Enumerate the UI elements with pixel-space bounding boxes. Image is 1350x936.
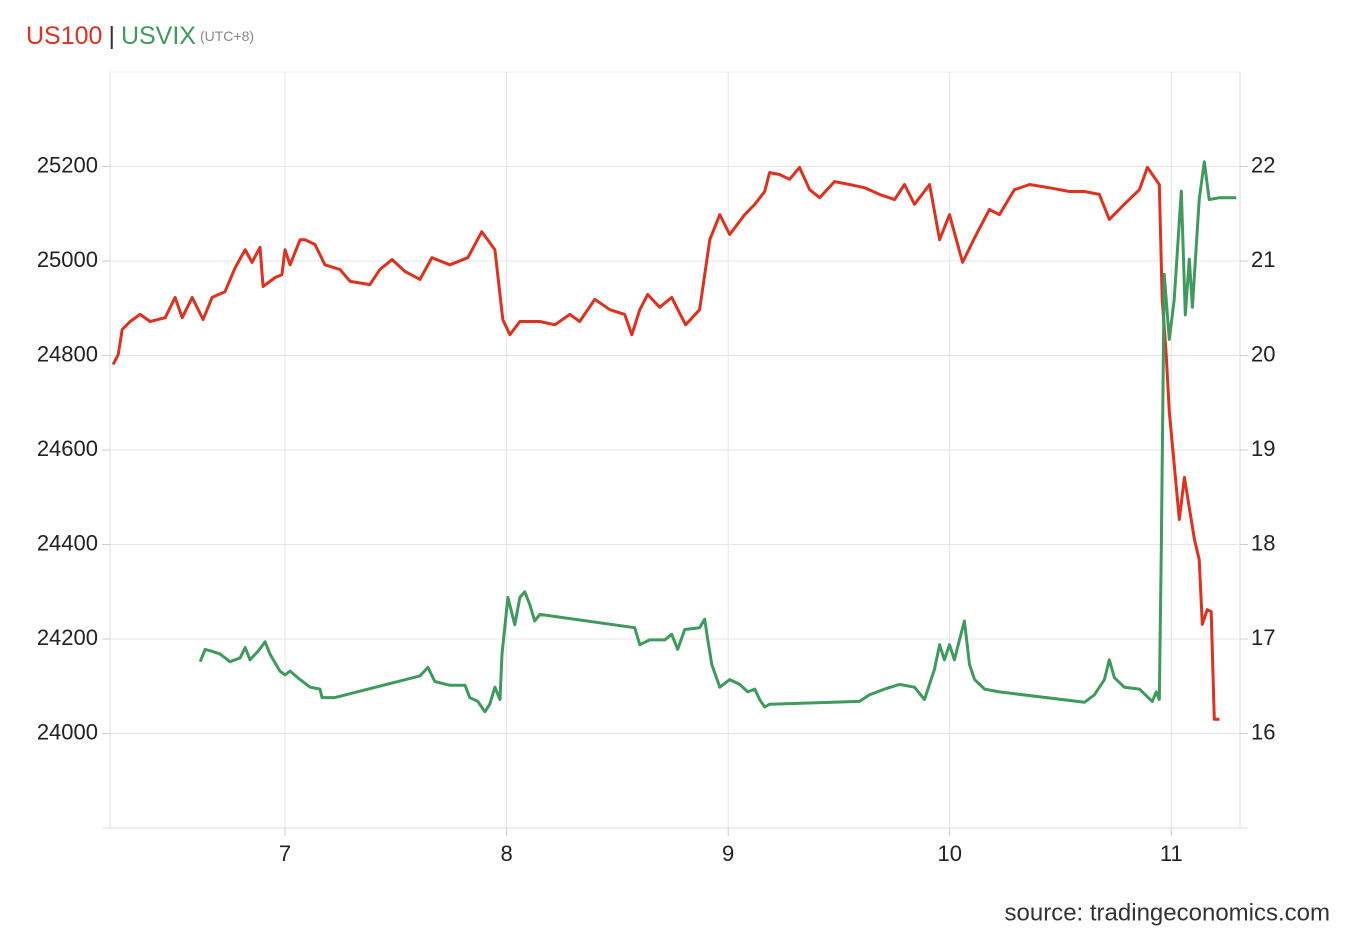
line-series bbox=[198, 160, 1237, 714]
source-note: source: tradingeconomics.com bbox=[1005, 899, 1330, 926]
subtitle: (UTC+8) bbox=[200, 28, 254, 44]
y2-tick-label: 18 bbox=[1251, 530, 1275, 555]
title-series-1: US100 bbox=[26, 22, 102, 50]
y-tick-label: 25200 bbox=[37, 152, 98, 177]
y2-tick-label: 16 bbox=[1251, 719, 1275, 744]
x-tick-label: 8 bbox=[500, 841, 512, 866]
title-series-2: USVIX bbox=[121, 22, 196, 50]
x-tick-label: 10 bbox=[938, 841, 962, 866]
y-tick-label: 24800 bbox=[37, 341, 98, 366]
x-tick-label: 11 bbox=[1160, 841, 1183, 866]
y-tick-label: 25000 bbox=[37, 247, 98, 272]
y2-tick-label: 22 bbox=[1251, 152, 1275, 177]
y2-tick-label: 20 bbox=[1251, 341, 1275, 366]
x-tick-label: 9 bbox=[722, 841, 734, 866]
chart-title: US100 | USVIX (UTC+8) bbox=[26, 22, 254, 50]
y-tick-label: 24000 bbox=[37, 719, 98, 744]
y-tick-label: 24600 bbox=[37, 436, 98, 461]
y-tick-label: 24200 bbox=[37, 625, 98, 650]
y2-tick-label: 21 bbox=[1251, 247, 1275, 272]
title-separator: | bbox=[108, 22, 115, 50]
y2-tick-label: 17 bbox=[1251, 625, 1275, 650]
line-series bbox=[111, 165, 1220, 721]
y-tick-label: 24400 bbox=[37, 530, 98, 555]
x-tick-label: 7 bbox=[279, 841, 291, 866]
y2-tick-label: 19 bbox=[1251, 436, 1275, 461]
